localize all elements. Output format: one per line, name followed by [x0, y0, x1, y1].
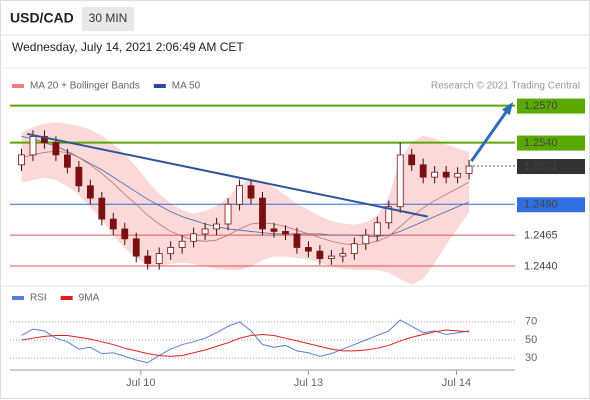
x-tick-label: Jul 10 [126, 377, 155, 389]
datetime: Wednesday, July 14, 2021 2:06:49 AM CET [12, 40, 244, 54]
candle-body [305, 247, 312, 252]
level-label: 1.2440 [524, 260, 558, 272]
candle-body [293, 233, 301, 248]
candle-body [396, 154, 404, 208]
legend-label: 9MA [79, 293, 100, 304]
candle-body [419, 164, 427, 178]
trendline [27, 132, 428, 218]
candle-body [63, 154, 71, 168]
legend-swatch [153, 84, 166, 88]
timeframe-box [82, 7, 134, 31]
y-tick-label: 50 [525, 334, 537, 346]
candle-body [155, 253, 163, 264]
level-label: 1.2540 [524, 137, 558, 149]
level-box [517, 135, 585, 151]
series-line [21, 319, 470, 364]
candle-body [454, 173, 462, 178]
candle-body [224, 203, 232, 225]
candle-body [201, 228, 209, 235]
legend-swatch [12, 296, 24, 300]
ma20-line [21, 150, 470, 246]
candle-body [52, 142, 60, 156]
candle-body [339, 253, 347, 257]
candle-body [18, 154, 25, 166]
candle-body [259, 197, 266, 230]
candle-body [408, 154, 416, 166]
legend-swatch [60, 296, 73, 300]
level-label: 1.2490 [524, 199, 558, 211]
candle-body [442, 171, 450, 178]
candle-body [465, 165, 473, 174]
candle-body [75, 166, 83, 187]
candle-body [132, 238, 140, 257]
candle-body [167, 247, 175, 255]
series-line [21, 329, 470, 357]
candle-body [213, 223, 220, 230]
bollinger-upper [21, 122, 470, 226]
legend-label: RSI [30, 293, 47, 304]
candle-body [316, 250, 324, 259]
level-label: 1.2521 [524, 160, 558, 172]
candle-body [121, 228, 129, 240]
level-label: 1.2570 [524, 100, 558, 112]
legend-label: MA 50 [172, 81, 201, 92]
candle-body [98, 197, 106, 220]
candle-body [247, 185, 255, 199]
y-tick-label: 30 [525, 352, 537, 364]
candle-body [270, 228, 278, 232]
candle-body [41, 136, 48, 143]
x-tick-label: Jul 14 [442, 377, 471, 389]
x-tick-label: Jul 13 [294, 377, 323, 389]
candle-body [86, 185, 94, 199]
candle-body [178, 240, 186, 248]
projection-arrow [470, 103, 513, 162]
candle-body [385, 206, 393, 224]
candle-body [362, 234, 370, 245]
candle-body [373, 222, 381, 236]
legend-swatch [12, 84, 24, 88]
candle-body [350, 243, 358, 255]
legend-label: MA 20 + Bollinger Bands [30, 81, 140, 92]
symbol: USD/CAD [10, 10, 74, 26]
arrow-head [501, 101, 514, 116]
level-box [517, 98, 585, 114]
y-tick-label: 70 [525, 316, 537, 328]
candle-body [109, 218, 117, 230]
credit: Research © 2021 Trading Central [431, 81, 580, 92]
timeframe: 30 MIN [89, 11, 128, 25]
candle-body [431, 171, 439, 178]
candle-body [282, 231, 289, 235]
level-label: 1.2465 [524, 230, 558, 242]
candle-body [29, 136, 37, 156]
level-box [517, 197, 585, 213]
candle-body [327, 255, 335, 259]
candle-body [236, 185, 243, 205]
candle-body [190, 233, 198, 242]
ma50-line [21, 136, 470, 237]
bollinger-lower [21, 176, 470, 286]
level-box [517, 159, 585, 175]
candle-body [144, 255, 152, 264]
